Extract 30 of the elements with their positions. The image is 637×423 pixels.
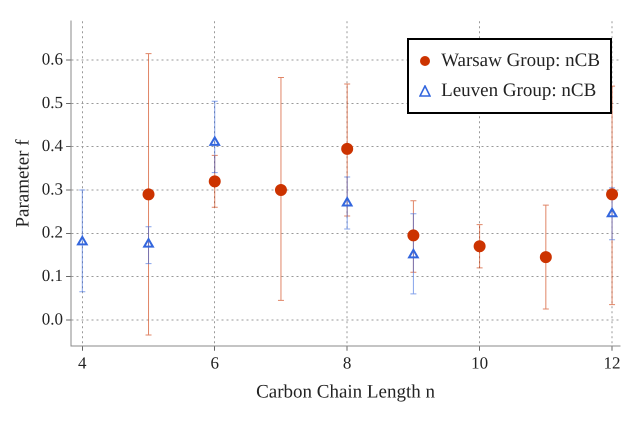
x-tick-label: 6	[210, 353, 219, 372]
y-tick-label: 0.3	[42, 179, 64, 198]
y-tick-label: 0.2	[42, 222, 64, 242]
legend-label: Leuven Group: nCB	[441, 79, 596, 103]
point	[408, 248, 419, 258]
point	[606, 188, 618, 200]
x-tick-label: 10	[471, 353, 488, 372]
y-tick-label: 0.4	[42, 136, 64, 156]
y-tick-label: 0.1	[42, 266, 64, 286]
y-tick-label: 0.6	[42, 50, 64, 69]
point	[143, 238, 154, 248]
point	[606, 208, 618, 218]
point	[209, 136, 220, 146]
x-tick-label: 8	[342, 353, 352, 372]
point	[274, 184, 287, 196]
point	[341, 142, 354, 155]
legend-label: Warsaw Group: nCB	[441, 49, 600, 73]
point	[407, 229, 420, 242]
point	[208, 175, 221, 188]
point	[342, 196, 353, 206]
y-tick-label: 0.5	[42, 92, 64, 112]
point	[142, 188, 155, 200]
y-axis-title: Parameter f	[12, 138, 34, 228]
point	[76, 236, 88, 246]
point	[474, 240, 486, 252]
x-tick-label: 4	[78, 353, 88, 372]
x-axis-title: Carbon Chain Length n	[256, 382, 436, 403]
y-tick-label: 0.0	[42, 309, 64, 328]
x-tick-label: 12	[604, 353, 621, 372]
point	[540, 251, 552, 264]
